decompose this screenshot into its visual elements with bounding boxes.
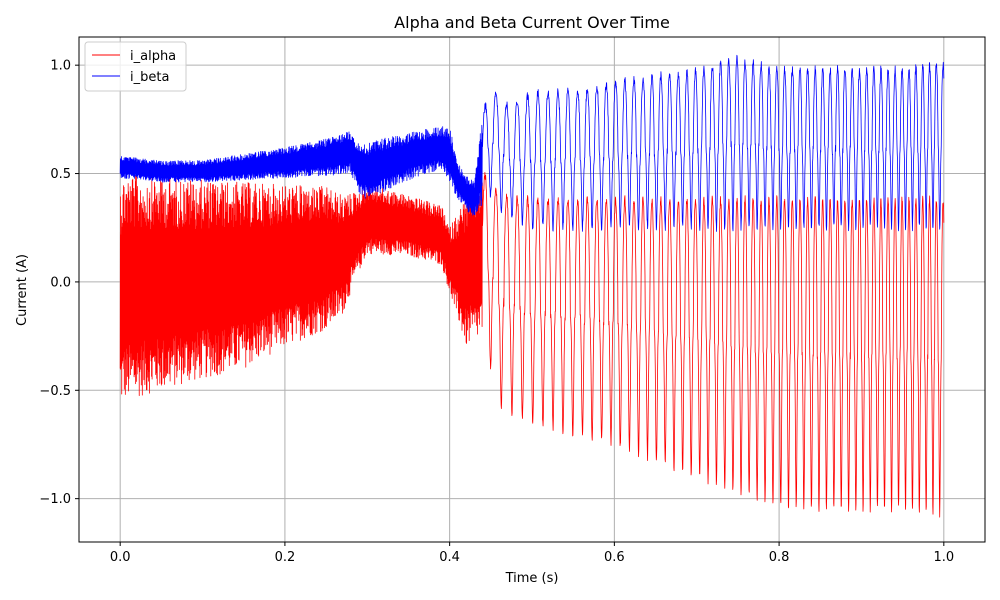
- x-tick-label: 0.4: [439, 550, 460, 565]
- i-beta-line: [119, 54, 945, 232]
- y-tick-label: −0.5: [39, 384, 71, 399]
- legend-label-i-alpha: i_alpha: [130, 49, 176, 64]
- series-i-alpha: [119, 172, 945, 518]
- y-axis-ticks: −1.0 −0.5 0.0 0.5 1.0: [39, 59, 79, 507]
- x-tick-label: 0.0: [110, 550, 131, 565]
- x-axis-label: Time (s): [505, 571, 559, 586]
- y-tick-label: 0.0: [50, 275, 71, 290]
- x-tick-label: 0.2: [275, 550, 296, 565]
- i-alpha-line: [119, 172, 945, 518]
- legend: i_alpha i_beta: [84, 41, 187, 92]
- legend-label-i-beta: i_beta: [130, 70, 169, 85]
- y-tick-label: 1.0: [50, 59, 71, 74]
- series-i-beta: [119, 54, 945, 232]
- y-tick-label: 0.5: [50, 167, 71, 182]
- y-axis-label: Current (A): [15, 254, 30, 326]
- y-tick-label: −1.0: [39, 492, 71, 507]
- x-tick-label: 0.6: [604, 550, 625, 565]
- x-axis-ticks: 0.0 0.2 0.4 0.6 0.8 1.0: [110, 542, 954, 565]
- x-tick-label: 0.8: [769, 550, 790, 565]
- x-tick-label: 1.0: [933, 550, 954, 565]
- chart-title: Alpha and Beta Current Over Time: [394, 13, 670, 32]
- legend-box: [84, 41, 187, 92]
- plot-frame: [78, 36, 986, 543]
